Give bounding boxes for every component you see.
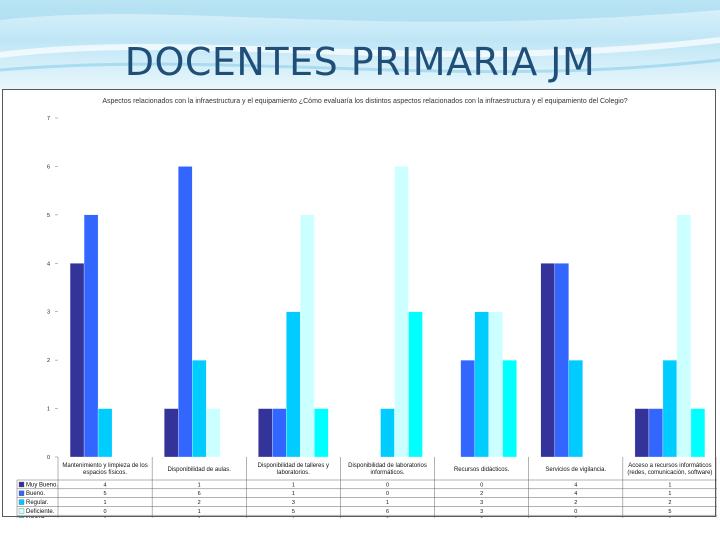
legend-swatch: [18, 517, 25, 518]
table-cell: 5: [668, 509, 671, 515]
title-banner: DOCENTES PRIMARIA JM: [0, 0, 720, 90]
category-label: Disponibilidad de laboratorios: [348, 463, 427, 469]
category-label: Disponibilidad de talleres y: [258, 463, 329, 469]
bars: [69, 166, 706, 458]
bar: [83, 214, 99, 458]
table-cell: 2: [198, 500, 201, 506]
axes: 0 1 2 3 4 5 6 7: [47, 116, 58, 461]
bar: [178, 166, 193, 458]
bar: [488, 311, 503, 458]
bar: [380, 408, 395, 458]
legend-swatch: [18, 508, 25, 514]
table-cell: 0: [104, 509, 107, 515]
table-cell: 4: [574, 491, 577, 497]
table-cell: 3: [480, 509, 483, 515]
chart-title: Aspectos relacionados con la infraestruc…: [102, 98, 627, 105]
table-cell: 3: [292, 500, 295, 506]
bar: [540, 263, 555, 458]
table-cell: 1: [386, 500, 389, 506]
legend-label: Regular.: [26, 500, 49, 506]
table-cell: 6: [198, 491, 201, 497]
bar: [460, 359, 475, 458]
legend-swatch: [18, 481, 25, 488]
legend-label: Bueno.: [26, 491, 45, 497]
legend-swatch: [18, 499, 25, 505]
table-cell: 0: [574, 509, 577, 515]
table-cell: 0: [480, 482, 483, 488]
bar: [394, 166, 409, 458]
category-label: Acceso a recursos informáticos: [628, 463, 711, 469]
bar: [164, 408, 179, 458]
table-cell: 5: [292, 509, 295, 515]
y-tick-label: 7: [47, 116, 50, 122]
table-cell: 3: [480, 500, 483, 506]
bar-chart: Aspectos relacionados con la infraestruc…: [16, 98, 717, 518]
y-tick-label: 4: [47, 261, 50, 267]
bar: [97, 408, 113, 458]
table-cell: 4: [574, 482, 577, 488]
table-cell: 0: [386, 482, 389, 488]
bar: [408, 311, 423, 458]
category-label: Servicios de vigilancia.: [545, 467, 606, 473]
table-cell: 1: [292, 491, 295, 497]
bar: [69, 263, 85, 458]
bar: [192, 359, 207, 458]
y-tick-label: 2: [47, 358, 50, 364]
table-cell: 2: [574, 500, 577, 506]
table-cell: 4: [104, 482, 107, 488]
table-cell: 5: [104, 491, 107, 497]
bar: [474, 311, 489, 458]
legend-label: Muy Bueno.: [26, 482, 58, 488]
chart-frame: Aspectos relacionados con la infraestruc…: [2, 89, 717, 518]
table-cell: 2: [480, 491, 483, 497]
bar: [286, 311, 301, 458]
category-label: Disponibilidad de aulas.: [168, 467, 232, 473]
bar: [634, 408, 650, 458]
legend-swatch: [18, 490, 25, 496]
y-tick-label: 1: [47, 407, 50, 413]
bar: [690, 408, 706, 458]
legend-label: Deficiente.: [26, 509, 55, 515]
bar: [258, 408, 273, 458]
bar: [568, 359, 583, 458]
category-label: informáticos.: [370, 470, 404, 476]
table-cell: 6: [386, 509, 389, 515]
bar: [300, 214, 315, 458]
data-table: Mantenimiento y limpieza de losespacios …: [16, 457, 717, 518]
category-label: Recursos didácticos.: [454, 467, 510, 473]
table-cell: 1: [198, 482, 201, 488]
bar: [648, 408, 664, 458]
table-cell: 2: [668, 500, 671, 506]
bar: [502, 359, 517, 458]
table-cell: 0: [386, 491, 389, 497]
y-tick-label: 3: [47, 310, 50, 316]
bar: [662, 359, 678, 458]
table-cell: 1: [198, 509, 201, 515]
category-label: laboratorios.: [277, 470, 310, 476]
table-cell: 1: [104, 500, 107, 506]
category-label: espacios físicos.: [83, 470, 127, 476]
bar: [206, 408, 221, 458]
bar: [272, 408, 287, 458]
category-label: (redes, comunicación, software): [627, 470, 712, 476]
bar: [314, 408, 329, 458]
banner-decoration: [0, 0, 720, 74]
bar: [676, 214, 692, 458]
slide-title: DOCENTES PRIMARIA JM: [124, 40, 596, 84]
y-tick-label: 0: [47, 455, 50, 461]
bar: [554, 263, 569, 458]
table-cell: 1: [668, 482, 671, 488]
y-tick-label: 5: [47, 213, 50, 219]
y-tick-label: 6: [47, 164, 50, 170]
table-cell: 1: [292, 482, 295, 488]
category-label: Mantenimiento y limpieza de los: [62, 463, 147, 469]
table-cell: 1: [668, 491, 671, 497]
